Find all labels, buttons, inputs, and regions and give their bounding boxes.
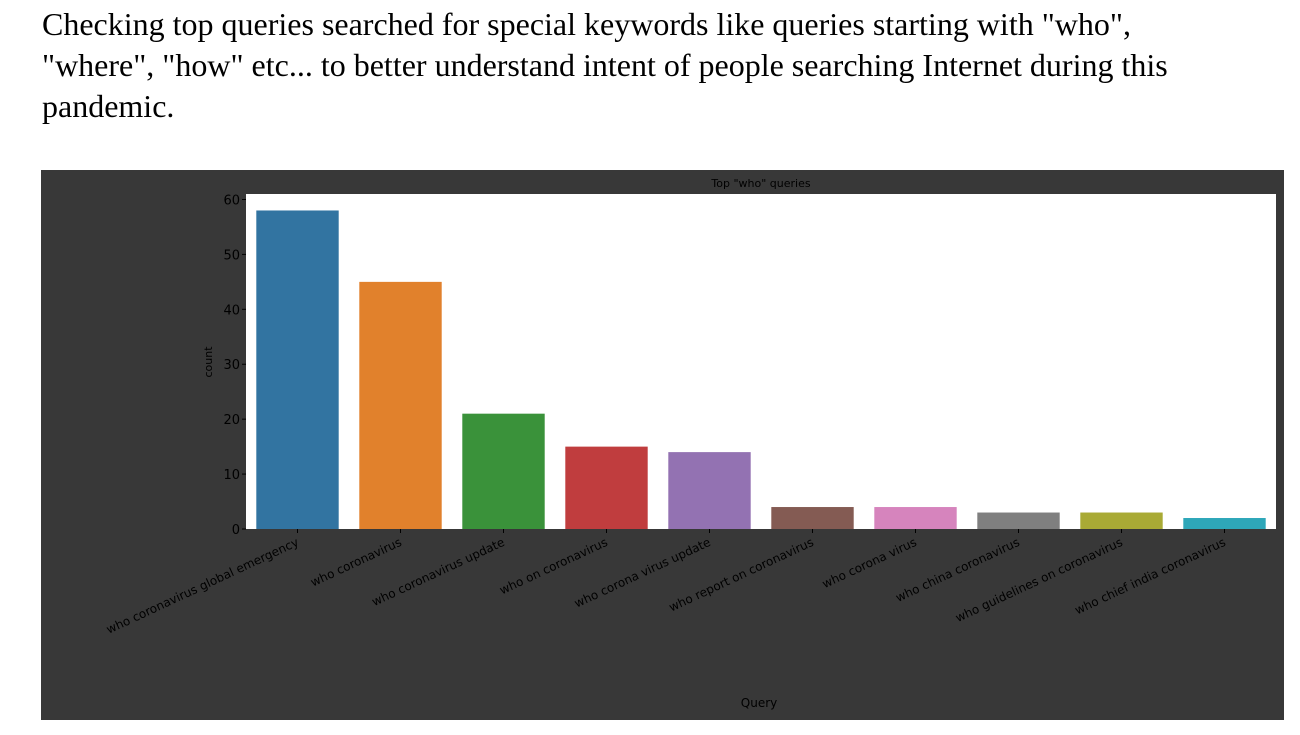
bar	[462, 413, 545, 529]
bar	[874, 507, 957, 529]
x-axis-label: Query	[741, 696, 777, 710]
intro-paragraph: Checking top queries searched for specia…	[42, 4, 1222, 127]
bar	[977, 512, 1060, 529]
y-tick-label: 10	[223, 468, 240, 483]
bar	[668, 452, 751, 529]
intro-text: Checking top queries searched for specia…	[42, 6, 1168, 124]
x-tick-label: who corona virus	[820, 535, 919, 591]
y-tick-label: 30	[223, 358, 240, 373]
chart-title: Top "who" queries	[710, 177, 810, 190]
y-tick-label: 40	[223, 303, 240, 318]
x-tick-label: who coronavirus	[308, 535, 403, 589]
y-tick-label: 20	[223, 413, 240, 428]
x-tick-label: who guidelines on coronavirus	[953, 535, 1125, 625]
bar	[256, 210, 339, 529]
bar	[359, 281, 442, 529]
y-axis-label: count	[202, 346, 215, 378]
y-tick-label: 60	[223, 193, 240, 208]
bar	[1080, 512, 1163, 529]
y-tick-label: 0	[232, 523, 240, 538]
y-tick-label: 50	[223, 248, 240, 263]
chart-figure: Top "who" queries count Query 0 10 20 30 40 5…	[41, 170, 1284, 720]
bar-chart: Top "who" queries count Query 0 10 20 30 40 5…	[104, 177, 1276, 710]
x-tick-label: who coronavirus global emergency	[104, 535, 301, 637]
bar	[771, 507, 854, 529]
bar	[565, 446, 648, 529]
bar	[1183, 518, 1266, 529]
